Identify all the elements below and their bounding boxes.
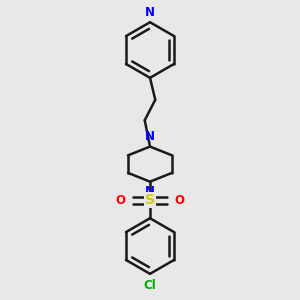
Text: N: N [145,130,155,143]
Text: N: N [145,6,155,19]
Text: O: O [174,194,184,207]
Text: O: O [116,194,126,207]
Text: Cl: Cl [144,279,156,292]
Text: N: N [145,185,155,199]
Text: S: S [145,193,155,207]
